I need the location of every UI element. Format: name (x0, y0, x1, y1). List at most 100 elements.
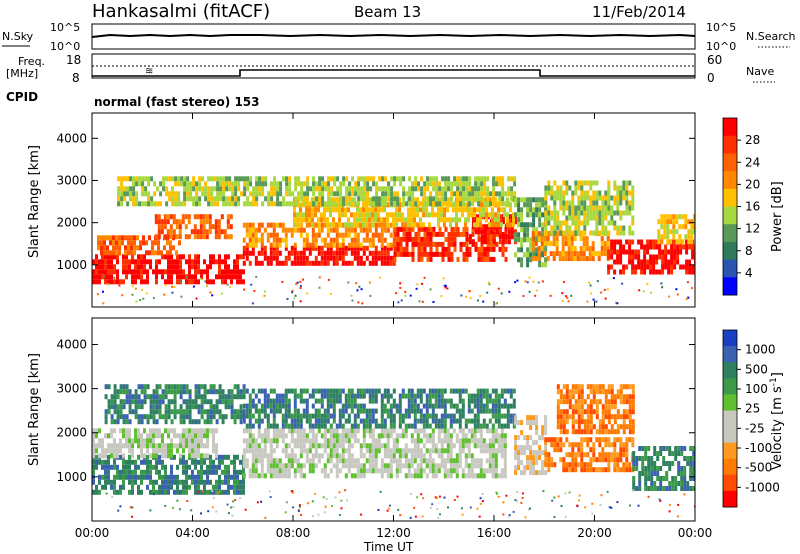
power-cell-speck (294, 294, 297, 297)
power-cell (154, 240, 157, 246)
velocity-cell (236, 484, 239, 490)
velocity-cell (479, 433, 483, 439)
power-cell (120, 201, 124, 207)
velocity-cell (538, 470, 542, 476)
velocity-cell (287, 413, 291, 419)
power-cell (323, 222, 327, 228)
velocity-cell (338, 423, 342, 429)
power-cell-speck (616, 302, 619, 305)
velocity-cell (571, 452, 575, 458)
freq-right-tick-top: 60 (707, 53, 722, 67)
power-cell (423, 201, 427, 207)
power-cell (603, 251, 607, 257)
power-cell (474, 196, 478, 202)
velocity-cell (326, 403, 330, 409)
power-cell (353, 227, 357, 233)
power-cell (535, 197, 539, 203)
velocity-cell (413, 423, 417, 429)
velocity-cell (233, 394, 237, 400)
power-cell (225, 196, 229, 202)
velocity-cell (520, 430, 524, 436)
velocity-cell (125, 399, 129, 405)
velocity-cell (149, 489, 152, 495)
power-cell (163, 234, 167, 240)
power-cell (317, 217, 320, 223)
velocity-cell (281, 463, 285, 469)
power-cell (386, 202, 389, 208)
power-cell (616, 259, 620, 265)
velocity-cell (437, 428, 441, 434)
power-cell (441, 251, 445, 257)
velocity-cell (107, 464, 110, 470)
velocity-cell (529, 415, 533, 421)
velocity-cell (580, 389, 584, 395)
power-cell (583, 200, 587, 206)
power-cell (285, 201, 289, 207)
power-cell (583, 205, 587, 211)
velocity-cell (326, 413, 330, 419)
velocity-cell (589, 414, 593, 420)
velocity-cell (571, 424, 575, 430)
velocity-cell (607, 409, 611, 415)
velocity-cell (224, 399, 228, 405)
power-cell (676, 249, 680, 255)
velocity-cell (353, 463, 357, 469)
power-cell (483, 239, 487, 245)
power-cell (383, 207, 386, 213)
velocity-cell (149, 404, 153, 410)
power-cell (494, 222, 497, 228)
power-cell (459, 191, 463, 197)
velocity-cell (146, 438, 149, 444)
power-cell (347, 222, 350, 228)
power-cell (166, 214, 170, 220)
velocity-cell (251, 413, 255, 419)
power-cell (115, 245, 118, 251)
power-cell (263, 227, 267, 233)
velocity-cell (311, 393, 315, 399)
velocity-cell (365, 413, 369, 419)
velocity-cell (598, 452, 602, 458)
power-cell (625, 205, 629, 211)
power-cell (640, 264, 644, 270)
velocity-cell (266, 393, 270, 399)
velocity-cell (302, 388, 306, 394)
velocity-cell (281, 403, 285, 409)
velocity-cell (350, 433, 354, 439)
power-cell (565, 185, 569, 191)
velocity-cell (212, 464, 215, 470)
power-cell (531, 231, 535, 237)
velocity-cell (332, 398, 336, 404)
power-cell (380, 207, 383, 213)
power-cell (222, 196, 226, 202)
velocity-cell (215, 389, 219, 395)
velocity-cell (248, 443, 252, 449)
power-cell (104, 279, 107, 285)
power-cell (538, 262, 542, 268)
power-cell (266, 255, 270, 261)
velocity-cell (191, 404, 195, 410)
power-cell (423, 226, 427, 232)
power-cell (568, 205, 572, 211)
velocity-cell (260, 473, 264, 479)
power-cell-speck (606, 288, 609, 291)
power-cell (628, 225, 632, 231)
power-cell (165, 186, 169, 192)
velocity-cell (266, 398, 270, 404)
power-cell (118, 245, 121, 251)
velocity-cell (299, 398, 303, 404)
power-cell (526, 212, 530, 218)
power-cell (127, 235, 130, 241)
power-cell (474, 176, 478, 182)
velocity-cell (416, 403, 420, 409)
power-cell (318, 196, 322, 202)
power-cell (565, 220, 569, 226)
power-cell-speck (567, 300, 570, 303)
power-cell (486, 241, 490, 247)
velocity-cell (368, 408, 372, 414)
power-cell (562, 230, 566, 236)
velocity-cell (425, 408, 429, 414)
velocity-cell (428, 448, 432, 454)
power-cell (192, 201, 196, 207)
power-cell (559, 225, 563, 231)
power-cell (476, 217, 479, 223)
